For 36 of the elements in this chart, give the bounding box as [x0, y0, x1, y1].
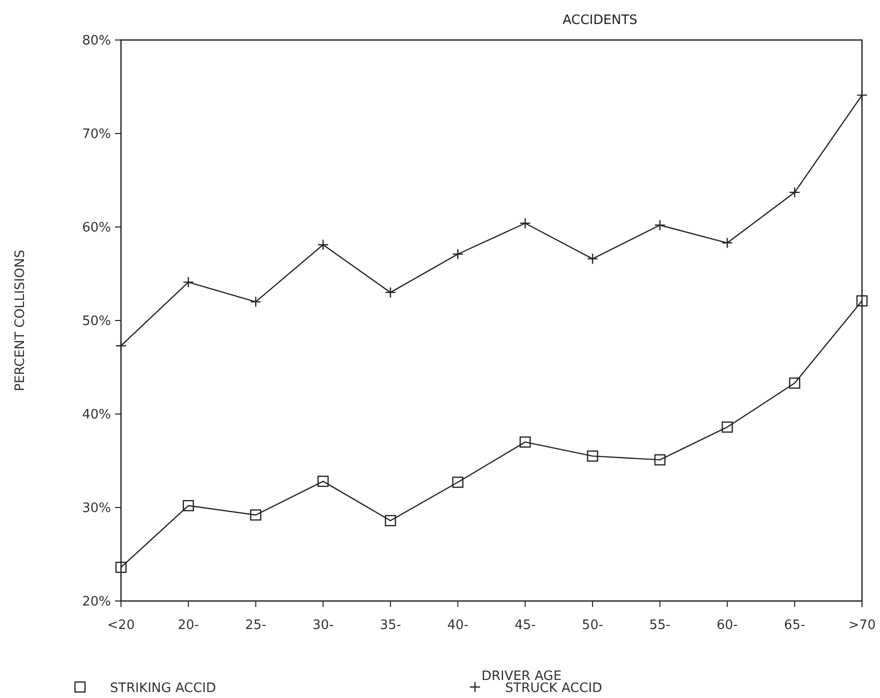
x-tick-label: 30- [312, 618, 334, 633]
point [789, 378, 800, 389]
point [586, 450, 598, 462]
y-tick-label: 70% [82, 127, 111, 142]
x-tick-label: 35- [380, 618, 402, 633]
point [722, 421, 733, 433]
y-tick-label: 40% [82, 408, 111, 423]
y-tick-label: 20% [82, 594, 111, 610]
point [115, 562, 127, 573]
point [317, 476, 329, 487]
y-axis-title: PERCENT COLLISIONS [13, 250, 28, 392]
point [250, 509, 262, 521]
point [452, 476, 464, 488]
point [520, 436, 531, 448]
point [654, 454, 666, 466]
x-tick-label: 20- [178, 618, 200, 633]
x-tick-label: 40- [447, 618, 469, 633]
point [856, 295, 868, 306]
x-tick-label: 45- [514, 618, 536, 633]
x-tick-label: 60- [716, 618, 738, 633]
x-tick-label: 65- [784, 618, 806, 633]
point [384, 514, 396, 526]
legend-label: STRIKING ACCID [110, 681, 216, 696]
x-tick-label: >70 [848, 618, 876, 633]
x-tick-label: 50- [582, 618, 604, 633]
x-axis-title: DRIVER AGE [481, 669, 562, 684]
x-tick-label: 25- [245, 618, 267, 633]
y-tick-label: 60% [82, 220, 111, 236]
x-tick-label: <20 [107, 618, 135, 633]
x-tick-label: 55- [649, 618, 671, 633]
y-tick-label: 30% [82, 501, 111, 516]
legend-label: STRUCK ACCID [505, 681, 602, 696]
y-tick-label: 50% [82, 314, 111, 330]
point [182, 500, 194, 512]
y-tick-label: 80% [82, 34, 111, 49]
chart-title: ACCIDENTS [562, 13, 638, 28]
